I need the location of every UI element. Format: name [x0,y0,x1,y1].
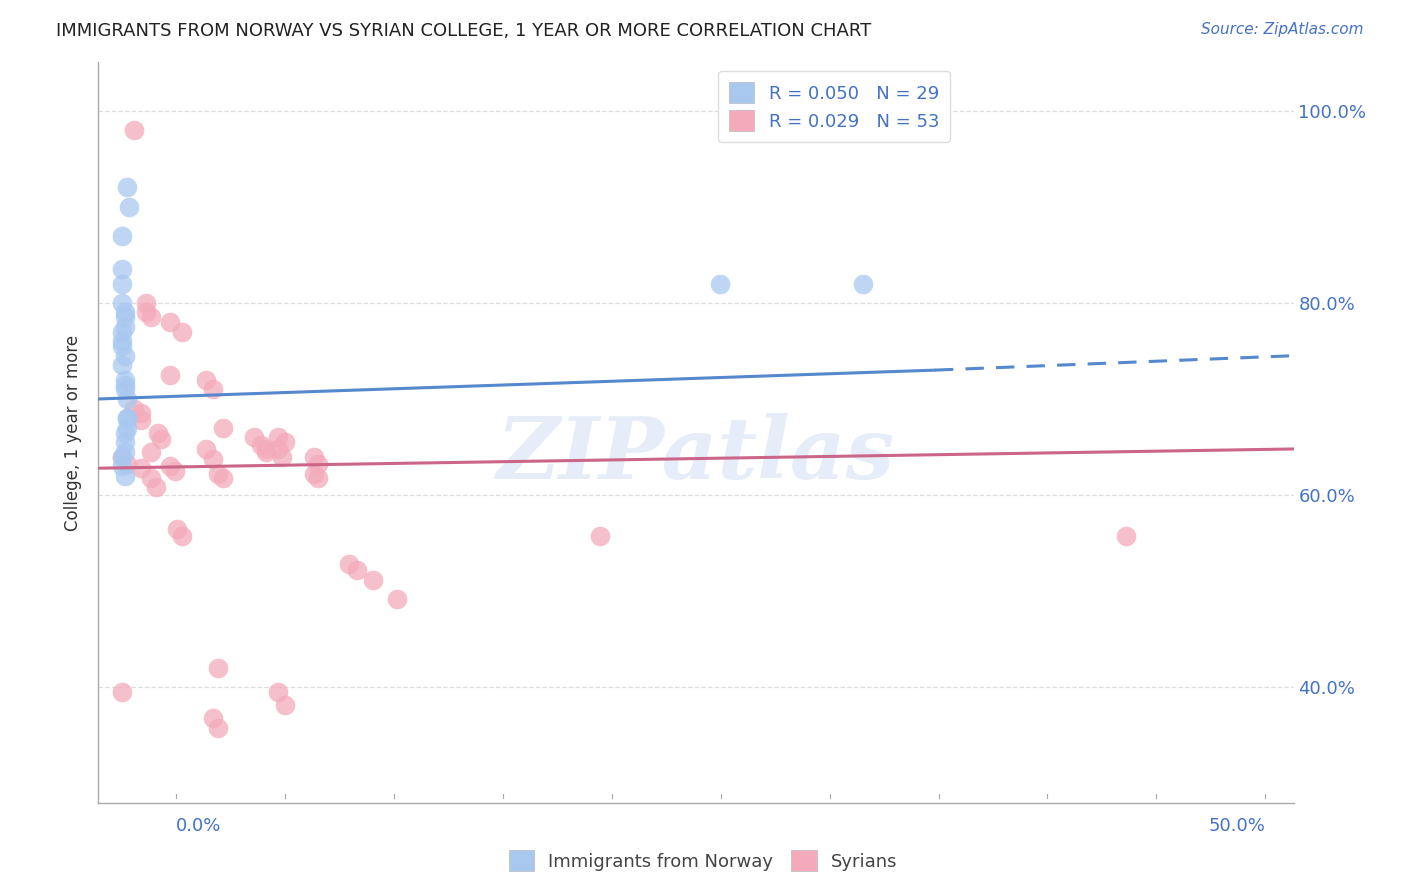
Point [211,471,233,485]
Point [135,295,157,310]
Point [166,522,188,536]
Point [131,406,153,420]
Point [211,421,233,435]
Point [115,392,138,406]
Point [145,480,167,494]
Point [114,445,136,459]
Point [852,277,875,291]
Point [111,450,134,464]
Point [243,430,266,444]
Point [363,573,385,587]
Y-axis label: College, 1 year or more: College, 1 year or more [65,334,83,531]
Point [202,382,225,396]
Legend: R = 0.050   N = 29, R = 0.029   N = 53: R = 0.050 N = 29, R = 0.029 N = 53 [718,71,950,142]
Point [111,685,134,699]
Point [254,442,277,456]
Point [114,425,136,440]
Point [114,373,136,387]
Point [195,373,218,387]
Point [307,471,329,485]
Point [115,180,138,194]
Point [115,411,138,425]
Point [207,467,229,481]
Point [1115,528,1137,542]
Point [111,459,134,474]
Point [149,433,172,447]
Point [139,445,162,459]
Point [172,528,194,542]
Point [207,721,229,735]
Point [131,413,153,427]
Point [274,698,297,712]
Point [114,435,136,450]
Point [115,411,138,425]
Point [111,359,134,373]
Point [307,458,329,472]
Point [267,442,290,456]
Point [124,122,146,136]
Point [709,277,731,291]
Point [207,661,229,675]
Text: IMMIGRANTS FROM NORWAY VS SYRIAN COLLEGE, 1 YEAR OR MORE CORRELATION CHART: IMMIGRANTS FROM NORWAY VS SYRIAN COLLEGE… [56,22,872,40]
Point [159,459,181,474]
Point [111,325,134,339]
Point [111,295,134,310]
Point [111,277,134,291]
Point [267,685,290,699]
Point [163,464,186,478]
Point [139,471,162,485]
Text: 0.0%: 0.0% [176,817,221,835]
Point [111,228,134,243]
Point [114,469,136,483]
Point [172,325,194,339]
Point [271,450,294,464]
Point [148,425,170,440]
Point [131,461,153,475]
Point [111,334,134,349]
Point [339,558,361,572]
Text: Source: ZipAtlas.com: Source: ZipAtlas.com [1201,22,1364,37]
Point [114,310,136,325]
Point [267,430,290,444]
Point [111,450,134,464]
Point [115,421,138,435]
Point [114,377,136,392]
Point [111,262,134,277]
Point [159,368,181,382]
Point [302,467,325,481]
Point [202,711,225,725]
Text: ZIPatlas: ZIPatlas [496,413,896,497]
Point [385,591,409,606]
Point [202,451,225,466]
Point [589,528,612,542]
Point [195,442,218,456]
Point [111,339,134,353]
Point [114,349,136,363]
Point [114,305,136,319]
Point [250,438,273,452]
Point [254,445,277,459]
Point [302,450,325,464]
Legend: Immigrants from Norway, Syrians: Immigrants from Norway, Syrians [502,843,904,879]
Point [139,310,162,325]
Point [118,200,141,214]
Point [159,315,181,329]
Point [114,382,136,396]
Point [135,305,157,319]
Point [346,563,368,577]
Point [114,319,136,334]
Point [274,435,297,450]
Point [124,401,146,416]
Point [115,458,138,472]
Text: 50.0%: 50.0% [1209,817,1265,835]
